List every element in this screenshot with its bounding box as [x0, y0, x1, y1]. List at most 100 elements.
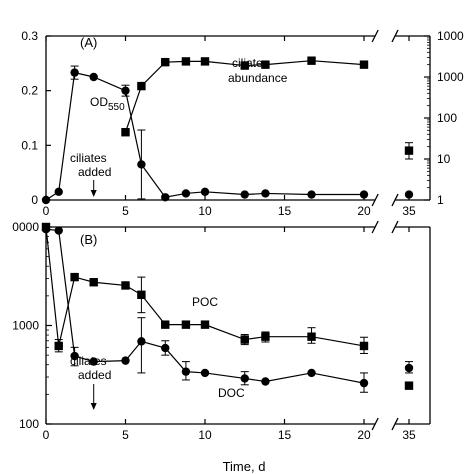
ciliate-series-point — [181, 57, 191, 66]
panel-a-label: (A) — [80, 35, 97, 50]
doc-series-point — [54, 226, 63, 235]
od550-series-point — [54, 187, 63, 196]
panel-b-axis-break-bottom-1 — [391, 417, 399, 431]
doc-series-point — [41, 224, 51, 234]
series-label-od550: OD550 — [90, 95, 125, 113]
series-label-od550-main: OD — [90, 95, 108, 109]
series-label-poc: POC — [192, 295, 218, 309]
panel-a-axis-break-top-1 — [391, 29, 399, 43]
panel-a-y-tick-label: 0 — [31, 193, 38, 207]
poc-series-point — [137, 290, 146, 299]
panel-b-axis-break-top-0 — [371, 220, 379, 234]
poc-series-point — [181, 320, 191, 329]
ciliate-series-point — [200, 57, 210, 66]
poc-series-point — [161, 320, 170, 329]
panel-a-x-tick-label: 20 — [357, 204, 371, 218]
od550-series-point — [240, 190, 249, 199]
od550-series-point — [121, 86, 130, 95]
panel-a-y2-tick-label: 1000 — [437, 29, 464, 43]
poc-series-point — [70, 272, 79, 282]
od550-series-point — [161, 193, 170, 202]
poc-series-point — [200, 320, 210, 329]
panel-a-axis-break-bottom-1 — [391, 193, 399, 207]
ciliate-series-point — [137, 81, 146, 91]
panel-b-x-tick-label: 0 — [43, 428, 50, 442]
poc-series-point — [307, 332, 316, 341]
doc-series-point — [307, 368, 316, 378]
panel-b-x-tick-label: 20 — [357, 428, 371, 442]
series-label-doc: DOC — [218, 386, 245, 400]
panel-a-axis-break-bottom-0 — [371, 193, 379, 207]
ciliate-series-point — [261, 60, 270, 69]
doc-series-point — [240, 374, 249, 383]
panel-a-y2-tick-label: 1000 — [437, 70, 464, 84]
ciliate-series-point — [121, 128, 130, 137]
panel-b-x-tick-label: 5 — [122, 428, 129, 442]
doc-series-point — [404, 363, 414, 373]
panel-a-x-tick-label: 15 — [278, 204, 292, 218]
panel-a-y-tick-label: 0.2 — [21, 84, 38, 98]
od550-series-point — [307, 190, 316, 199]
panel-b-label: (B) — [80, 232, 97, 247]
x-axis-title: Time, d — [223, 459, 266, 474]
ciliate-series-point — [307, 56, 316, 65]
panel-a-x-tick-label: 35 — [402, 204, 416, 218]
panel-a-y-tick-label: 0.1 — [21, 138, 38, 152]
panel-a-x-tick-label: 5 — [122, 204, 129, 218]
panel-a-annotation-arrowhead — [90, 190, 97, 197]
poc-series-point — [89, 278, 98, 287]
ciliate-series-point — [161, 57, 170, 67]
panel-b-x-tick-label: 35 — [402, 428, 416, 442]
panel-a-annotation-line1: ciliates — [70, 151, 107, 165]
panel-b-axis-break-top-1 — [391, 220, 399, 234]
panel-a-y-tick-label: 0.3 — [21, 29, 38, 43]
panel-b-axis-break-bottom-0 — [371, 417, 379, 431]
od550-series-point — [181, 189, 191, 198]
od550-series-point — [404, 190, 414, 199]
od550-series-point — [70, 68, 79, 77]
panel-b-y-tick-label: 100 — [19, 417, 39, 431]
panel-a-y2-tick-label: 1 — [437, 193, 444, 207]
doc-series-point — [161, 343, 170, 353]
panel-b-x-tick-label: 15 — [278, 428, 292, 442]
panel-a-x-tick-label: 10 — [198, 204, 212, 218]
ciliate-series-point — [240, 61, 249, 70]
doc-series-point — [70, 351, 79, 361]
series-label-od550-sub: 550 — [108, 102, 125, 113]
ciliate-series-point — [404, 146, 414, 155]
panel-a-x-tick-label: 0 — [43, 204, 50, 218]
series-label-ciliate-line2: abundance — [228, 71, 288, 85]
od550-series-point — [41, 195, 51, 205]
ciliate-series-point — [359, 60, 369, 69]
panel-b-annotation-arrowhead — [90, 403, 97, 410]
panel-a-annotation-line2: added — [78, 165, 111, 179]
doc-series-point — [261, 377, 270, 386]
od550-series-point — [261, 189, 270, 198]
doc-series-point — [121, 356, 130, 365]
doc-series-point — [181, 367, 191, 376]
od550-series-point — [89, 72, 98, 82]
panel-b-annotation-line2: added — [78, 368, 111, 382]
panel-b: (B) ciliates added POC DOC Time, d 0 5 10 1… — [12, 220, 431, 474]
panel-b-y-tick-label: 0000 — [12, 220, 39, 234]
poc-series-point — [121, 281, 130, 290]
od550-series-point — [200, 187, 210, 196]
panel-a: (A) ciliates added ciliate abundance OD5… — [21, 29, 464, 218]
doc-series-point — [200, 368, 210, 378]
od550-series-point — [137, 160, 146, 169]
doc-series-point — [137, 337, 146, 346]
poc-series-point — [261, 332, 270, 341]
doc-series-point — [359, 378, 369, 388]
poc-series-point — [240, 335, 249, 344]
panel-a-y2-tick-label: 10 — [437, 152, 451, 166]
panel-a-axis-break-top-0 — [371, 29, 379, 43]
panel-b-y-tick-label: 1000 — [12, 319, 39, 333]
panel-a-y2-tick-label: 100 — [437, 111, 457, 125]
od550-series-point — [359, 190, 369, 199]
poc-series-point — [359, 341, 369, 351]
poc-series-point — [54, 341, 63, 351]
panel-b-x-tick-label: 10 — [198, 428, 212, 442]
doc-series-point — [89, 357, 98, 366]
poc-series-point — [404, 381, 414, 390]
